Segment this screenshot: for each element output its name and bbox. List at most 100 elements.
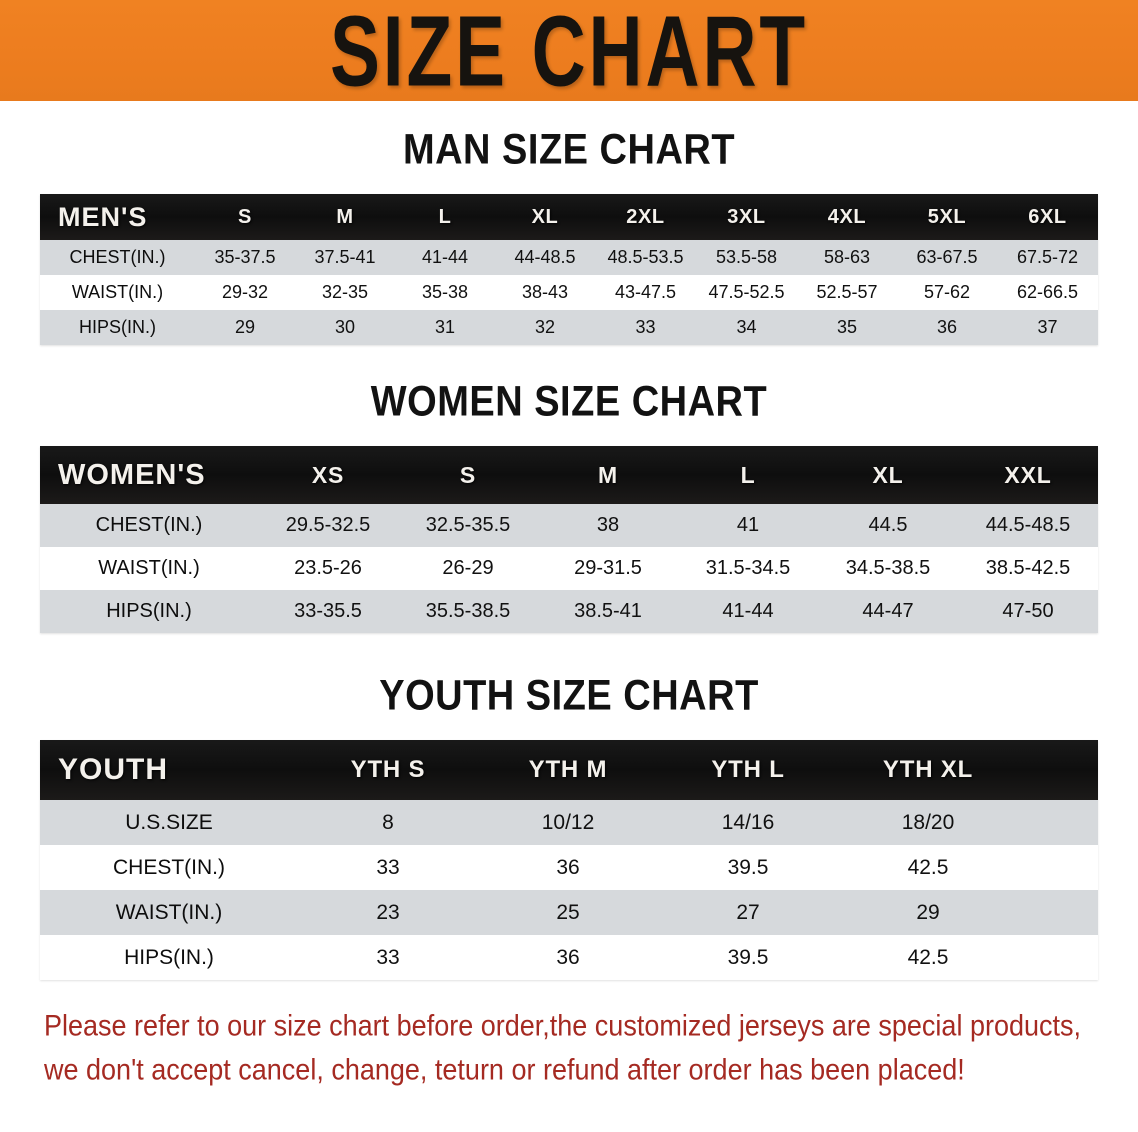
man-cell-hips-s: 29 [234, 317, 256, 337]
women-row-label-hips: HIPS(IN.) [106, 600, 192, 622]
table-row: CHEST(IN.) 35-37.5 37.5-41 41-44 44-48.5… [40, 240, 1098, 275]
table-row: CHEST(IN.) 33 36 39.5 42.5 [40, 845, 1098, 890]
man-cell-waist-m: 32-35 [321, 282, 369, 302]
women-cell-chest-m: 38 [596, 514, 620, 536]
youth-cell-chest-yth-m: 36 [556, 855, 580, 879]
man-cell-chest-4xl: 58-63 [823, 247, 871, 267]
women-row-label-chest: CHEST(IN.) [95, 514, 203, 536]
women-cell-hips-s: 35.5-38.5 [425, 600, 511, 622]
man-cell-chest-m: 37.5-41 [314, 247, 376, 267]
youth-col-header-yth-s: YTH S [350, 756, 426, 783]
disclaimer-line-2: we don't accept cancel, change, teturn o… [44, 1053, 965, 1087]
women-row-label-waist: WAIST(IN.) [98, 557, 200, 579]
youth-col-header-spacer [1018, 740, 1098, 800]
man-cell-hips-l: 31 [434, 317, 456, 337]
youth-col-header-yth-l: YTH L [711, 756, 785, 783]
youth-cell-hips-yth-xl: 42.5 [907, 945, 949, 969]
man-col-header-3xl: 3XL [727, 205, 766, 228]
table-row: U.S.SIZE 8 10/12 14/16 18/20 [40, 800, 1098, 845]
man-cell-waist-4xl: 52.5-57 [816, 282, 878, 302]
women-cell-hips-xl: 44-47 [862, 600, 914, 622]
women-cell-chest-xxl: 44.5-48.5 [985, 514, 1071, 536]
youth-cell-spacer [1018, 890, 1098, 935]
man-col-header-6xl: 6XL [1028, 205, 1067, 228]
man-size-table: MEN'S S M L XL 2XL 3XL 4XL 5XL 6XL CHEST… [40, 194, 1098, 345]
youth-cell-us-size-yth-l: 14/16 [721, 810, 775, 834]
man-col-header-5xl: 5XL [927, 205, 967, 228]
table-row: WAIST(IN.) 29-32 32-35 35-38 38-43 43-47… [40, 275, 1098, 310]
man-cell-chest-3xl: 53.5-58 [715, 247, 778, 267]
table-row: HIPS(IN.) 33 36 39.5 42.5 [40, 935, 1098, 980]
youth-cell-waist-yth-m: 25 [556, 900, 580, 924]
women-cell-waist-s: 26-29 [442, 557, 494, 579]
women-cell-waist-m: 29-31.5 [574, 557, 642, 579]
man-cell-waist-5xl: 57-62 [923, 282, 971, 302]
youth-cell-waist-yth-s: 23 [376, 900, 400, 924]
man-cell-waist-xl: 38-43 [521, 282, 569, 302]
table-row: HIPS(IN.) 33-35.5 35.5-38.5 38.5-41 41-4… [40, 590, 1098, 633]
man-col-header-l: L [438, 205, 452, 228]
man-cell-waist-l: 35-38 [421, 282, 469, 302]
table-row: HIPS(IN.) 29 30 31 32 33 34 35 36 37 [40, 310, 1098, 345]
man-table-header-row: MEN'S S M L XL 2XL 3XL 4XL 5XL 6XL [40, 194, 1098, 240]
table-row: CHEST(IN.) 29.5-32.5 32.5-35.5 38 41 44.… [40, 504, 1098, 547]
women-cell-waist-l: 31.5-34.5 [705, 557, 791, 579]
women-size-table: WOMEN'S XS S M L XL XXL CHEST(IN.) 29.5-… [40, 446, 1098, 633]
youth-row-label-chest: CHEST(IN.) [113, 855, 225, 879]
youth-cell-chest-yth-xl: 42.5 [907, 855, 949, 879]
women-table-header-row: WOMEN'S XS S M L XL XXL [40, 446, 1098, 504]
man-col-header-4xl: 4XL [827, 205, 867, 228]
table-row: WAIST(IN.) 23.5-26 26-29 29-31.5 31.5-34… [40, 547, 1098, 590]
man-cell-waist-6xl: 62-66.5 [1016, 282, 1079, 302]
youth-cell-spacer [1018, 935, 1098, 980]
women-cell-waist-xs: 23.5-26 [294, 557, 362, 579]
man-row-label-waist: WAIST(IN.) [71, 282, 164, 302]
man-cell-hips-6xl: 37 [1037, 317, 1058, 337]
women-col-header-l: L [740, 461, 756, 488]
man-row-label-hips: HIPS(IN.) [78, 317, 156, 337]
women-col-header-xxl: XXL [1004, 461, 1052, 488]
disclaimer-text: Please refer to our size chart before or… [40, 1004, 1098, 1093]
man-row-label-chest: CHEST(IN.) [69, 247, 166, 267]
women-col-header-xl: XL [872, 461, 904, 488]
youth-row-label-us-size: U.S.SIZE [125, 810, 213, 834]
man-cell-chest-s: 35-37.5 [214, 247, 276, 267]
women-section-title: WOMEN SIZE CHART [370, 378, 768, 426]
youth-cell-spacer [1018, 800, 1098, 845]
women-cell-waist-xl: 34.5-38.5 [845, 557, 931, 579]
women-cell-chest-l: 41 [736, 514, 760, 536]
youth-table-header-row: YOUTH YTH S YTH M YTH L YTH XL [40, 740, 1098, 800]
women-cell-chest-xs: 29.5-32.5 [285, 514, 371, 536]
man-cell-hips-4xl: 35 [836, 317, 858, 337]
youth-size-table: YOUTH YTH S YTH M YTH L YTH XL U.S.SIZE … [40, 740, 1098, 980]
women-col-header-s: S [459, 461, 477, 488]
man-col-header-m: M [336, 205, 354, 228]
content-sheet: MAN SIZE CHART MEN'S S M L XL 2XL 3XL 4X… [0, 126, 1138, 1086]
man-cell-chest-xl: 44-48.5 [514, 247, 576, 267]
youth-cell-hips-yth-s: 33 [376, 945, 400, 969]
women-cell-hips-xxl: 47-50 [1002, 600, 1054, 622]
women-col-header-m: M [598, 461, 618, 488]
women-cell-hips-l: 41-44 [722, 600, 774, 622]
man-cell-hips-xl: 32 [534, 317, 556, 337]
youth-cell-hips-yth-l: 39.5 [727, 945, 769, 969]
women-cell-hips-m: 38.5-41 [574, 600, 642, 622]
man-cell-chest-5xl: 63-67.5 [916, 247, 978, 267]
women-corner-label: WOMEN'S [58, 458, 206, 491]
man-col-header-s: S [238, 205, 252, 228]
man-cell-chest-2xl: 48.5-53.5 [607, 247, 684, 267]
women-cell-chest-s: 32.5-35.5 [425, 514, 511, 536]
page-title: SIZE CHART [329, 0, 809, 107]
man-cell-hips-2xl: 33 [635, 317, 656, 337]
youth-corner-label: YOUTH [58, 753, 168, 786]
man-col-header-xl: XL [531, 205, 559, 228]
youth-col-header-yth-m: YTH M [528, 756, 608, 783]
youth-cell-waist-yth-xl: 29 [916, 900, 940, 924]
man-cell-waist-s: 29-32 [221, 282, 269, 302]
man-section-title: MAN SIZE CHART [402, 126, 736, 174]
youth-cell-us-size-yth-s: 8 [382, 810, 394, 834]
youth-row-label-hips: HIPS(IN.) [124, 945, 214, 969]
youth-row-label-waist: WAIST(IN.) [115, 900, 223, 924]
women-cell-hips-xs: 33-35.5 [294, 600, 362, 622]
man-cell-waist-2xl: 43-47.5 [614, 282, 677, 302]
